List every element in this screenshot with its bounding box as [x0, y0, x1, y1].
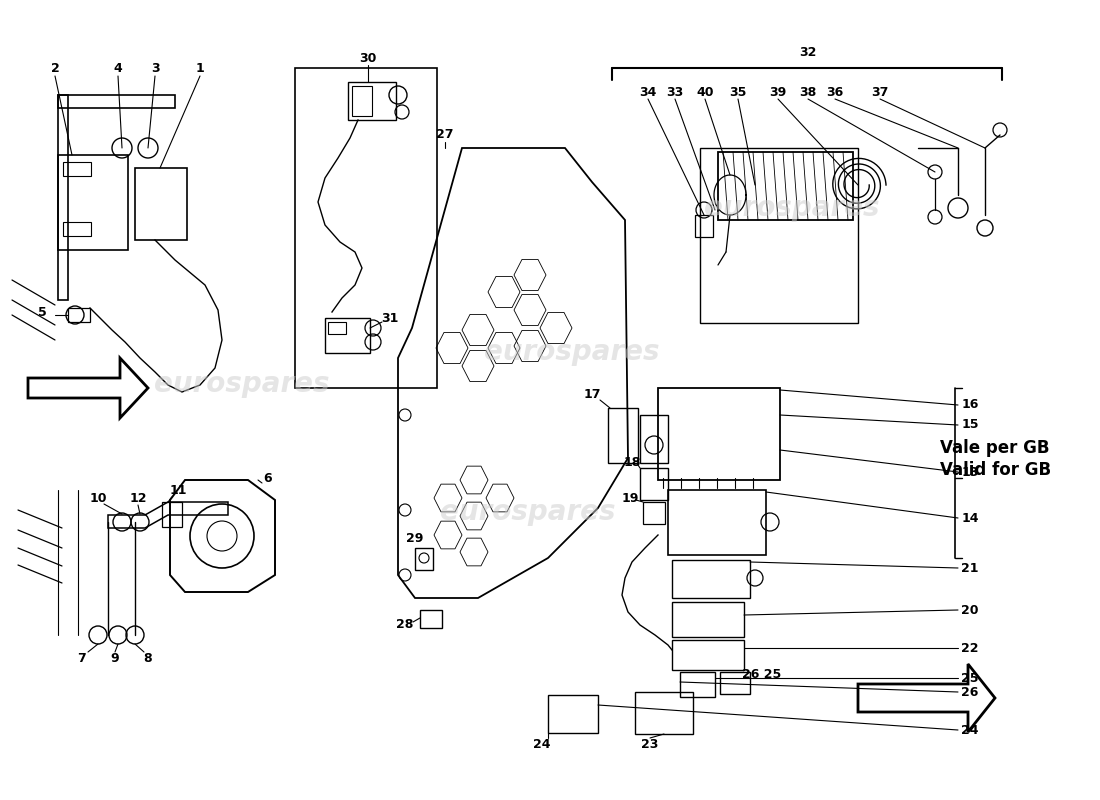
Bar — [348, 82, 396, 120]
Text: 31: 31 — [382, 311, 398, 325]
Bar — [135, 168, 187, 240]
Text: 11: 11 — [169, 483, 187, 497]
Bar — [608, 408, 638, 463]
Text: 28: 28 — [396, 618, 414, 631]
Text: 7: 7 — [78, 651, 87, 665]
Bar — [352, 86, 372, 116]
Text: 18: 18 — [624, 455, 640, 469]
Text: 12: 12 — [130, 491, 146, 505]
Text: 9: 9 — [111, 651, 119, 665]
Text: 17: 17 — [583, 389, 601, 402]
Bar — [695, 215, 713, 237]
Text: 26: 26 — [961, 686, 979, 698]
Bar — [668, 490, 766, 555]
Text: eurospares: eurospares — [704, 194, 880, 222]
Text: 38: 38 — [800, 86, 816, 98]
Text: 4: 4 — [113, 62, 122, 74]
Bar — [415, 548, 433, 570]
Text: 30: 30 — [360, 51, 376, 65]
Text: 21: 21 — [961, 562, 979, 574]
Text: 10: 10 — [89, 491, 107, 505]
Text: 35: 35 — [729, 86, 747, 98]
Bar — [644, 502, 666, 524]
Text: 34: 34 — [639, 86, 657, 98]
Bar — [63, 162, 91, 176]
Bar — [718, 152, 852, 220]
Bar — [640, 415, 668, 463]
Text: Vale per GB: Vale per GB — [940, 439, 1049, 457]
Bar — [328, 322, 346, 334]
Text: 14: 14 — [961, 511, 979, 525]
Text: eurospares: eurospares — [484, 338, 660, 366]
Bar — [635, 692, 693, 734]
Bar — [420, 610, 442, 628]
Text: 22: 22 — [961, 642, 979, 654]
Text: 33: 33 — [667, 86, 683, 98]
Text: 25: 25 — [961, 671, 979, 685]
Text: 16: 16 — [961, 398, 979, 411]
Text: 26 25: 26 25 — [742, 669, 782, 682]
Text: 23: 23 — [641, 738, 659, 751]
Text: 1: 1 — [196, 62, 205, 74]
Bar — [672, 640, 744, 670]
Text: Valid for GB: Valid for GB — [940, 461, 1052, 479]
Bar — [548, 695, 598, 733]
Bar — [700, 148, 858, 323]
Text: 13: 13 — [961, 466, 979, 478]
Text: 37: 37 — [871, 86, 889, 98]
Bar — [672, 602, 744, 637]
Text: 29: 29 — [406, 531, 424, 545]
Text: 19: 19 — [621, 491, 639, 505]
Bar — [324, 318, 370, 353]
Text: 36: 36 — [826, 86, 844, 98]
Text: eurospares: eurospares — [154, 370, 330, 398]
Text: eurospares: eurospares — [440, 498, 616, 526]
Text: 40: 40 — [696, 86, 714, 98]
Text: 20: 20 — [961, 603, 979, 617]
Bar — [658, 388, 780, 480]
Bar — [720, 672, 750, 694]
Bar — [640, 468, 668, 500]
Text: 15: 15 — [961, 418, 979, 431]
Text: 32: 32 — [800, 46, 816, 58]
Text: 27: 27 — [437, 129, 453, 142]
Text: 3: 3 — [151, 62, 160, 74]
Bar — [68, 308, 90, 322]
Text: 6: 6 — [264, 471, 273, 485]
Text: 24: 24 — [534, 738, 551, 751]
Text: 39: 39 — [769, 86, 786, 98]
Text: 2: 2 — [51, 62, 59, 74]
Bar — [295, 68, 437, 388]
Text: 24: 24 — [961, 723, 979, 737]
Bar — [63, 222, 91, 236]
Bar — [672, 560, 750, 598]
Bar — [680, 672, 715, 697]
Text: 8: 8 — [144, 651, 152, 665]
Bar — [162, 502, 182, 527]
Text: 5: 5 — [37, 306, 46, 318]
Bar — [58, 155, 128, 250]
